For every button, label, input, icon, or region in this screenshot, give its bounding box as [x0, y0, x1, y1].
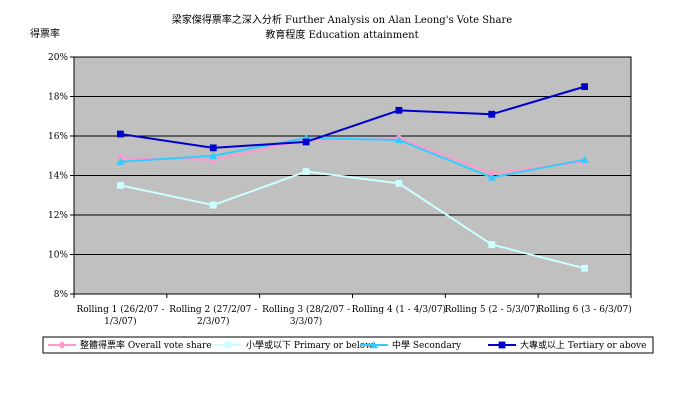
legend-label: 小學或以下 Primary or below: [246, 339, 373, 351]
x-tick-label: Rolling 1 (26/2/07 -: [76, 304, 164, 315]
data-point: [581, 264, 588, 272]
x-tick-label: Rolling 3 (28/2/07 -: [262, 304, 350, 315]
legend: 整體得票率 Overall vote share 小學或以下 Primary or…: [42, 336, 654, 354]
legend-item: 小學或以下 Primary or below: [214, 339, 373, 351]
y-tick-label: 12%: [48, 211, 68, 221]
data-point: [209, 144, 217, 152]
chart-subtitle: 教育程度 Education attainment: [265, 28, 418, 41]
data-point: [116, 157, 125, 165]
legend-box: [42, 336, 654, 354]
legend-item: 大專或以上 Tertiary or above: [488, 339, 646, 351]
data-point: [580, 155, 589, 163]
legend-item: 整體得票率 Overall vote share: [48, 339, 212, 351]
data-point: [117, 130, 124, 138]
legend-label: 整體得票率 Overall vote share: [80, 339, 212, 351]
chart-title: 梁家傑得票率之深入分析 Further Analysis on Alan Leo…: [172, 13, 512, 26]
legend-label: 中學 Secondary: [392, 339, 462, 351]
y-tick-label: 20%: [48, 53, 68, 63]
series-line: [120, 85, 585, 149]
data-point: [498, 341, 506, 349]
series-3: [116, 133, 589, 181]
x-tick-label: Rolling 2 (27/2/07 -: [169, 304, 257, 315]
y-tick-labels: 20% 18% 16% 14% 12% 10% 8%: [48, 53, 68, 300]
series-group: [116, 83, 589, 272]
data-point: [302, 168, 310, 175]
y-tick-label: 10%: [48, 251, 68, 261]
x-tick-label: 1/3/07): [104, 316, 136, 327]
data-point: [488, 241, 496, 249]
legend-item: 中學 Secondary: [360, 339, 462, 351]
data-point: [209, 151, 218, 159]
x-tick-label: 3/3/07): [290, 316, 322, 327]
series-2: [117, 168, 588, 272]
x-tick-label: Rolling 4 (1 - 4/3/07): [352, 304, 446, 315]
data-point: [581, 83, 588, 91]
data-point: [395, 106, 403, 114]
data-point: [394, 135, 403, 144]
y-tick-label: 8%: [54, 290, 69, 300]
x-tick-label: Rolling 5 (2 - 5/3/07): [445, 304, 539, 315]
series-4: [117, 83, 588, 152]
data-point: [302, 138, 310, 146]
data-point: [487, 173, 496, 181]
x-tick-label: Rolling 6 (3 - 6/3/07): [537, 304, 631, 315]
data-point: [488, 110, 496, 118]
series-line: [120, 170, 585, 270]
x-tick-labels: Rolling 1 (26/2/07 -1/3/07) Rolling 2 (27…: [76, 304, 631, 327]
data-point: [117, 181, 124, 189]
data-point: [370, 341, 378, 349]
y-tick-label: 14%: [48, 172, 68, 182]
data-point: [224, 341, 232, 349]
x-tick-label: 2/3/07): [197, 316, 229, 327]
y-axis-label: 得票率: [30, 27, 60, 40]
data-point: [395, 180, 403, 187]
data-point: [209, 201, 217, 209]
series-line: [120, 136, 585, 179]
legend-label: 大專或以上 Tertiary or above: [520, 339, 646, 351]
y-tick-label: 18%: [48, 93, 68, 103]
axes: [73, 56, 632, 298]
data-point: [58, 341, 66, 349]
y-tick-label: 16%: [48, 132, 68, 142]
